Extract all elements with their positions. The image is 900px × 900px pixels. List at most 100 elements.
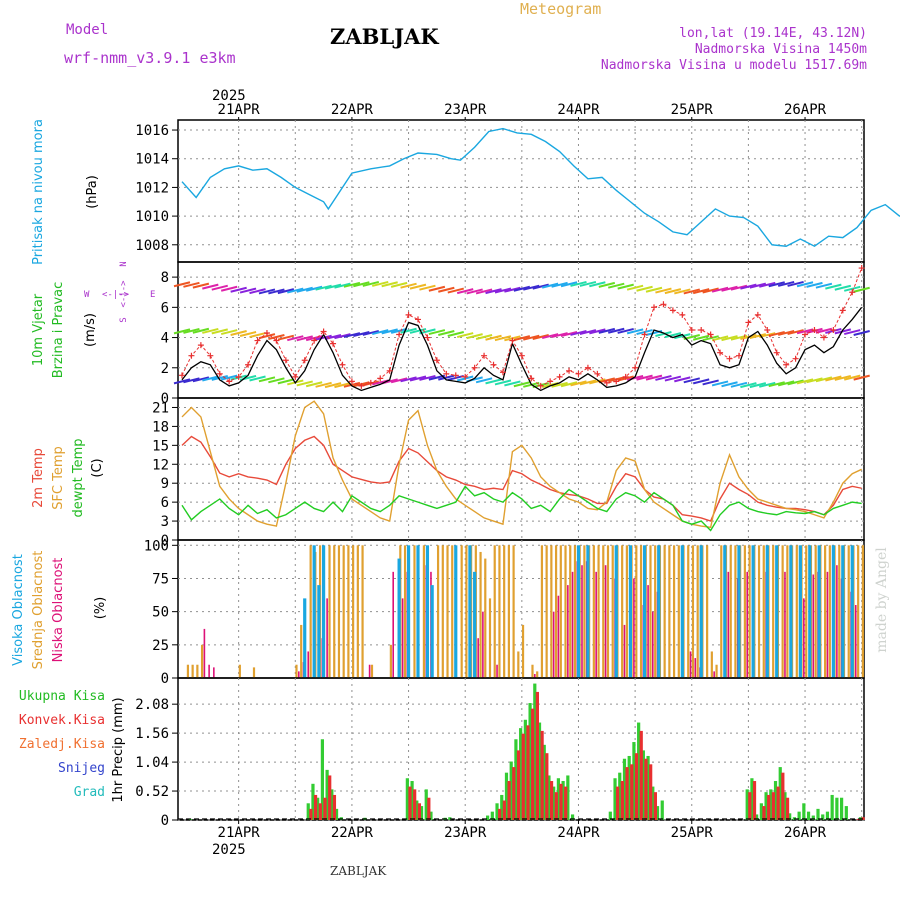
wind-arrow <box>636 285 653 292</box>
wind-arrow <box>371 329 389 336</box>
cloud-high-bar <box>614 545 618 678</box>
wind-arrow <box>702 335 719 342</box>
wind-arrow <box>655 331 672 337</box>
cloud-high-bar <box>406 545 411 678</box>
cloud-low-bar <box>482 611 484 678</box>
temp-unit: (C) <box>90 458 105 477</box>
precip-total-bar <box>490 811 494 820</box>
ytick-label: 0.52 <box>135 784 169 800</box>
gust-marker <box>471 364 478 371</box>
precip-title: 1hr Precip (mm) <box>111 697 126 802</box>
precip-total-bar <box>419 806 424 820</box>
gust-marker <box>849 289 856 296</box>
pressure-line <box>181 127 900 248</box>
gust-marker <box>820 334 827 341</box>
pressure-frame <box>177 119 865 263</box>
wind-arrow <box>438 286 455 293</box>
wind-arrow <box>192 327 210 334</box>
wind-arrow <box>617 283 634 290</box>
cloud-mid-bar <box>352 545 355 678</box>
wind-arrow <box>390 281 408 288</box>
wind-arrow <box>173 281 191 288</box>
cloud-low-bar <box>208 664 210 678</box>
cloud-low-bar <box>552 611 555 678</box>
cloud-mid-bar <box>772 545 775 678</box>
gust-marker <box>783 361 790 368</box>
cloud-low-bar <box>595 571 597 678</box>
gust-marker <box>405 311 412 318</box>
ytick-label: 1010 <box>135 209 169 225</box>
precip-total-bar <box>745 789 749 820</box>
precip-convective-bar <box>634 753 639 820</box>
precip-total-bar <box>500 794 504 820</box>
cloud-mid-bar <box>729 545 732 678</box>
precip-convective-bar <box>554 792 558 820</box>
top-day-label: 26APR <box>784 102 827 118</box>
bottom-day-label: 21APR <box>218 825 261 841</box>
cloud-high-bar <box>642 545 647 678</box>
gust-marker <box>802 331 809 338</box>
gust-marker <box>462 373 469 380</box>
wind-arrow <box>466 288 483 295</box>
gust-marker <box>245 361 252 368</box>
precip-total-bar <box>486 815 490 820</box>
gust-marker <box>443 370 450 377</box>
cloud-mid-bar <box>484 558 487 678</box>
cloud-low-bar <box>689 651 692 678</box>
gust-marker <box>499 369 506 376</box>
gust-marker <box>263 330 270 337</box>
precip-total-bar <box>537 722 542 820</box>
gust-marker <box>490 361 497 368</box>
wind-arrow <box>777 280 795 287</box>
gust-marker <box>207 352 214 359</box>
cloud-mid-bar <box>691 545 695 678</box>
wind-arrow <box>249 375 266 382</box>
precip-convective-bar <box>323 797 327 820</box>
precip-total-bar <box>835 797 839 820</box>
precip-convective-bar <box>332 794 337 820</box>
precip-total-bar <box>495 803 499 820</box>
pressure-title: Pritisak na nivou mora <box>31 119 46 265</box>
wind-arrow <box>853 374 870 381</box>
wind-arrow <box>334 282 351 289</box>
wind-arrow <box>211 328 229 335</box>
cloud-low-bar <box>694 658 697 678</box>
cloud-mid-bar <box>559 545 562 678</box>
wind-arrow <box>843 329 861 336</box>
top-day-label: 24APR <box>557 102 600 118</box>
precip-total-bar <box>844 806 848 820</box>
top-year-label: 2025 <box>212 88 246 104</box>
precip-total-bar <box>802 803 806 820</box>
cloud-mid-bar <box>328 545 331 678</box>
cloud-mid-bar <box>389 644 392 678</box>
precip-total-bar <box>830 794 834 820</box>
lonlat-label: lon,lat (19.14E, 43.12N) <box>679 26 867 41</box>
gust-marker <box>632 364 639 371</box>
precip-convective-bar <box>861 817 865 820</box>
gust-marker <box>254 337 261 344</box>
wind-arrow <box>268 288 285 295</box>
bottom-day-label: 25APR <box>671 825 714 841</box>
precip-convective-bar <box>526 725 530 820</box>
ytick-label: 1008 <box>135 238 169 254</box>
legend-convective-rain: Konvek.Kisa <box>19 713 105 728</box>
precip-total-bar <box>429 811 433 820</box>
precip-total-bar <box>660 800 664 820</box>
cloud-mid-bar <box>460 545 463 678</box>
wind-arrow <box>343 281 361 288</box>
gust-marker <box>594 370 601 377</box>
precip-convective-bar <box>620 781 624 820</box>
cloud-mid-bar <box>611 545 614 678</box>
gust-marker <box>792 355 799 362</box>
cloud-low-bar <box>647 585 649 678</box>
cloud-low-bar <box>307 651 310 678</box>
ytick-label: 6 <box>161 300 169 316</box>
top-axis: 2025 21APR 22APR 23APR 24APR 25APR 26APR <box>212 88 827 121</box>
cloud-mid-bar <box>672 545 676 678</box>
precip-convective-bar <box>781 772 785 820</box>
wind-arrow <box>711 335 729 342</box>
gust-marker <box>226 378 233 385</box>
wind-arrow <box>504 286 521 293</box>
precip-total-bar <box>410 781 414 820</box>
wind-arrow <box>371 280 389 287</box>
